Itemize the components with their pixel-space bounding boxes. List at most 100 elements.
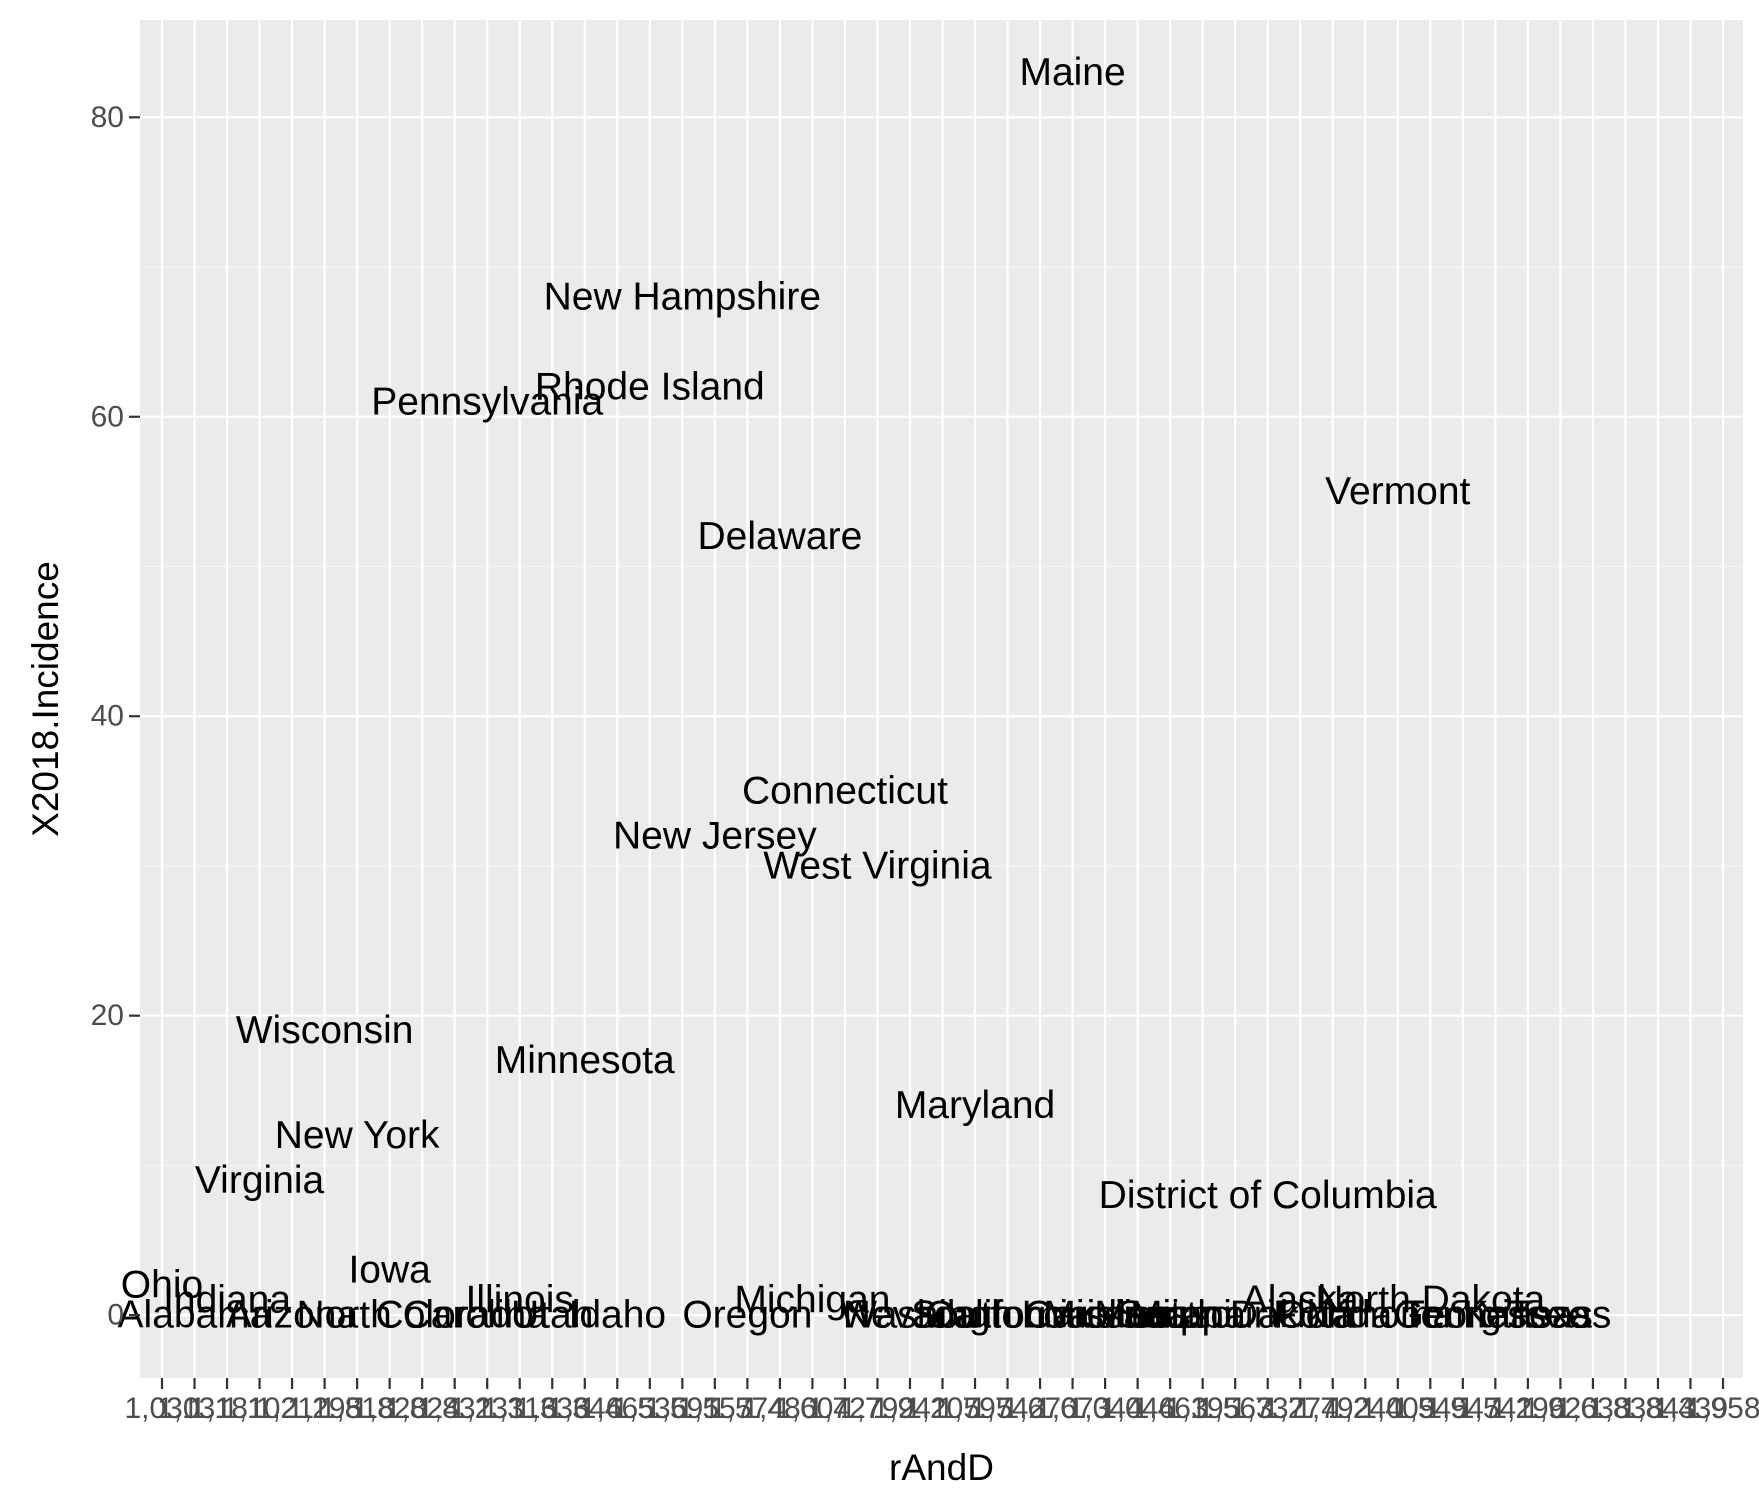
x-tick-label: 1,818: [320, 1392, 395, 1425]
x-tick-label: 1,958: [1685, 1392, 1759, 1425]
x-tick-label: 1,838: [1588, 1392, 1663, 1425]
x-tick-label: 1,670: [1003, 1392, 1078, 1425]
x-tick-label: 1,030: [124, 1392, 199, 1425]
x-tick-label: 1,824: [385, 1392, 460, 1425]
x-tick-label: 1,737: [1230, 1392, 1305, 1425]
x-tick-label: 1,296: [1490, 1392, 1565, 1425]
x-tick-label: 1,463: [1133, 1392, 1208, 1425]
point-label: Utah: [511, 1294, 593, 1337]
point-label: Colorado: [376, 1294, 534, 1337]
x-tick-label: 1,231: [450, 1392, 525, 1425]
x-tick-label: 1,480: [742, 1392, 817, 1425]
point-label: Iowa: [348, 1249, 431, 1292]
x-tick-label: 1,295: [287, 1392, 362, 1425]
point-label: Florida: [1273, 1294, 1393, 1337]
point-label: Kansas: [1463, 1294, 1593, 1337]
point-label: Nevada: [843, 1294, 978, 1337]
y-tick-label: 20: [91, 999, 124, 1032]
point-label: Idaho: [568, 1294, 666, 1337]
point-label: North Dakota: [1315, 1279, 1545, 1322]
point-label: Georgia: [1393, 1294, 1532, 1337]
x-tick-label: 1,240: [1328, 1392, 1403, 1425]
point-label: Maryland: [895, 1084, 1055, 1127]
point-label: Wisconsin: [236, 1009, 414, 1052]
x-tick-label: 1,604: [775, 1392, 850, 1425]
x-tick-label: 1,792: [1295, 1392, 1370, 1425]
point-label: Texas: [1509, 1294, 1611, 1337]
x-tick-label: 1,591: [645, 1392, 720, 1425]
x-tick-label: 1,181: [190, 1392, 265, 1425]
point-label: Arizona: [226, 1294, 359, 1337]
point-label: Mississippi: [1043, 1294, 1232, 1337]
y-tick-label: 40: [91, 700, 124, 733]
x-tick-label: 1,941: [872, 1392, 947, 1425]
x-tick-label: 1,536: [612, 1392, 687, 1425]
x-tick-label: 1,742: [970, 1392, 1045, 1425]
point-label: Louisiana: [1022, 1294, 1189, 1337]
point-label: South Carolina: [911, 1294, 1169, 1337]
y-axis: 0 20 40 60 80: [91, 101, 140, 1332]
point-label: South Dakota: [1117, 1294, 1354, 1337]
x-tick-label: 1,205: [905, 1392, 980, 1425]
x-tick-label: 1,274: [1263, 1392, 1338, 1425]
x-tick-label: 1,211: [256, 1392, 329, 1425]
x-tick-label: 1,831: [417, 1392, 492, 1425]
x-tick-label: 1,545: [1393, 1392, 1468, 1425]
point-label: Alaska: [1242, 1279, 1359, 1322]
x-tick-label: 1,316: [482, 1392, 557, 1425]
point-label: Minnesota: [495, 1039, 675, 1082]
x-tick-label: 1,574: [710, 1392, 785, 1425]
point-label: North Carolina: [296, 1294, 548, 1337]
x-tick-label: 1,046: [1100, 1392, 1175, 1425]
point-label: Missouri: [1130, 1294, 1275, 1337]
point-label: New Jersey: [613, 814, 817, 857]
x-tick-label: 1,102: [222, 1392, 297, 1425]
y-tick-label: 0: [107, 1299, 124, 1332]
x-tick-label: 1,044: [1068, 1392, 1143, 1425]
point-label: Maine: [1019, 51, 1125, 94]
point-label: Vermont: [1325, 470, 1470, 513]
point-label: Connecticut: [742, 770, 948, 813]
x-tick-label: 1,409: [1360, 1392, 1435, 1425]
point-label: Oklahoma: [1276, 1294, 1454, 1337]
x-tick-label: 1,131: [157, 1392, 232, 1425]
point-label: West Virginia: [763, 844, 992, 887]
x-tick-label: 1,439: [1653, 1392, 1728, 1425]
point-label: Illinois: [466, 1279, 574, 1322]
point-label: Virginia: [195, 1159, 325, 1202]
point-label: New York: [275, 1114, 440, 1157]
point-label: Delaware: [698, 515, 863, 558]
point-label: Rhode Island: [535, 365, 765, 408]
major-gridlines: [140, 20, 1743, 1378]
x-tick-label: 1,336: [515, 1392, 590, 1425]
x-axis-title: rAndD: [889, 1447, 994, 1488]
y-tick-label: 60: [91, 400, 124, 433]
point-label: Oregon: [682, 1294, 812, 1337]
x-tick-label: 1,843: [1620, 1392, 1695, 1425]
x-axis: 1,0301,1311,1811,1021,2111,2951,8181,820…: [124, 1378, 1759, 1425]
point-label: Alabama: [118, 1294, 272, 1337]
x-tick-label: 1,195: [1165, 1392, 1240, 1425]
point-label: New Hampshire: [544, 275, 821, 318]
point-label: California: [925, 1294, 1090, 1337]
point-label: Ohio: [121, 1264, 203, 1307]
x-tick-label: 1,820: [352, 1392, 427, 1425]
x-tick-label: 1,920: [1523, 1392, 1598, 1425]
point-label: Michigan: [734, 1279, 890, 1322]
y-axis-title: X2018.Incidence: [25, 561, 66, 837]
x-tick-label: 1,795: [937, 1392, 1012, 1425]
point-label: Pennsylvania: [371, 380, 603, 423]
x-tick-label: 1,563: [1198, 1392, 1273, 1425]
x-tick-label: 1,541: [1458, 1392, 1533, 1425]
y-tick-label: 80: [91, 101, 124, 134]
x-tick-label: 1,465: [580, 1392, 655, 1425]
x-tick-label: 1,792: [840, 1392, 915, 1425]
x-tick-label: 1,638: [1555, 1392, 1630, 1425]
x-tick-label: 1,673: [1035, 1392, 1110, 1425]
point-label: Washington: [840, 1294, 1045, 1337]
x-tick-label: 1,346: [547, 1392, 622, 1425]
point-label: Indiana: [163, 1279, 291, 1322]
point-label: District of Columbia: [1099, 1174, 1437, 1217]
